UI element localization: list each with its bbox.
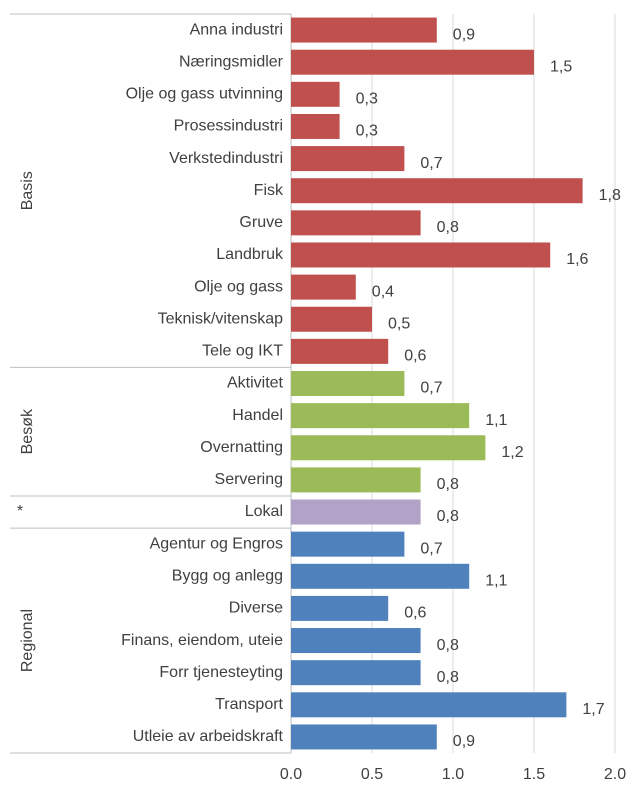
value-label: 0,7	[420, 380, 442, 397]
x-tick-label: 0.0	[280, 766, 302, 783]
value-label: 0,8	[437, 219, 459, 236]
y-tick-label: Lokal	[245, 503, 283, 520]
group-label: *	[17, 503, 23, 520]
y-tick-label: Forr tjenesteyting	[159, 664, 283, 681]
y-tick-label: Servering	[215, 471, 283, 488]
bar	[291, 595, 389, 621]
bar	[291, 113, 340, 139]
value-label: 0,7	[420, 540, 442, 557]
y-tick-label: Anna industri	[190, 21, 283, 38]
bar	[291, 563, 470, 589]
value-label: 0,7	[420, 155, 442, 172]
group-label: Besøk	[19, 408, 36, 454]
bar	[291, 210, 421, 236]
y-tick-label: Prosessindustri	[174, 118, 283, 135]
y-tick-label: Teknisk/vitenskap	[158, 310, 283, 327]
y-tick-label: Handel	[232, 407, 283, 424]
value-label: 0,8	[437, 669, 459, 686]
y-tick-label: Landbruk	[216, 246, 284, 263]
bar	[291, 692, 567, 718]
value-label: 0,8	[437, 476, 459, 493]
value-label: 0,9	[453, 733, 475, 750]
group-label: Regional	[19, 609, 36, 672]
bar	[291, 628, 421, 654]
bar	[291, 17, 437, 43]
y-tick-label: Næringsmidler	[179, 53, 284, 70]
value-label: 0,4	[372, 283, 394, 300]
value-label: 1,2	[501, 444, 523, 461]
group-label: Basis	[19, 171, 36, 210]
bar	[291, 242, 551, 268]
bar	[291, 371, 405, 396]
y-tick-label: Verkstedindustri	[169, 150, 283, 167]
y-tick-label: Transport	[215, 696, 283, 713]
y-tick-label: Tele og IKT	[202, 343, 283, 360]
bar	[291, 338, 389, 364]
bar	[291, 467, 421, 493]
y-tick-label: Agentur og Engros	[150, 535, 283, 552]
y-tick-label: Bygg og anlegg	[172, 568, 283, 585]
x-tick-label: 2.0	[604, 766, 626, 783]
bar	[291, 81, 340, 107]
value-label: 0,8	[437, 637, 459, 654]
value-label: 1,6	[566, 251, 588, 268]
bar	[291, 403, 470, 429]
value-label: 0,8	[437, 508, 459, 525]
value-label: 0,9	[453, 26, 475, 43]
value-label: 0,6	[404, 605, 426, 622]
bar	[291, 306, 372, 332]
bar	[291, 724, 437, 750]
value-label: 0,3	[356, 123, 378, 140]
y-tick-label: Utleie av arbeidskraft	[133, 728, 284, 745]
y-tick-label: Olje og gass utvinning	[126, 86, 283, 103]
value-label: 0,3	[356, 91, 378, 108]
y-tick-label: Gruve	[239, 214, 283, 231]
bar	[291, 274, 356, 300]
value-label: 1,8	[599, 187, 621, 204]
y-tick-label: Overnatting	[200, 439, 283, 456]
y-tick-label: Fisk	[254, 182, 284, 199]
bar	[291, 499, 421, 525]
x-tick-label: 1.5	[523, 766, 545, 783]
bar	[291, 49, 534, 75]
value-label: 1,7	[582, 701, 604, 718]
value-label: 0,6	[404, 348, 426, 365]
y-tick-label: Diverse	[229, 600, 283, 617]
value-label: 1,5	[550, 58, 572, 75]
value-label: 1,1	[485, 412, 507, 429]
x-tick-label: 1.0	[442, 766, 464, 783]
x-tick-label: 0.5	[361, 766, 383, 783]
bar	[291, 660, 421, 686]
value-label: 0,5	[388, 315, 410, 332]
bar	[291, 531, 405, 557]
bar	[291, 146, 405, 172]
bar	[291, 178, 583, 204]
y-tick-label: Olje og gass	[194, 278, 283, 295]
bar	[291, 435, 486, 461]
y-tick-label: Finans, eiendom, uteie	[121, 632, 283, 649]
y-tick-label: Aktivitet	[227, 375, 284, 392]
value-label: 1,1	[485, 573, 507, 590]
